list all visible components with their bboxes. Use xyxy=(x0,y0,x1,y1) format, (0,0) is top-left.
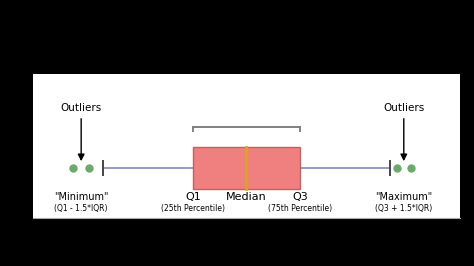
Text: Median: Median xyxy=(226,192,267,202)
Text: Q1: Q1 xyxy=(185,192,201,202)
Text: Outliers: Outliers xyxy=(383,103,424,113)
Text: (25th Percentile): (25th Percentile) xyxy=(161,204,225,213)
Text: (Q3 + 1.5*IQR): (Q3 + 1.5*IQR) xyxy=(375,204,432,213)
Text: (IQR): (IQR) xyxy=(228,57,265,72)
Text: (Q1 - 1.5*IQR): (Q1 - 1.5*IQR) xyxy=(55,204,108,213)
Text: "Minimum": "Minimum" xyxy=(54,192,109,202)
Bar xyxy=(193,147,300,189)
Text: "Maximum": "Maximum" xyxy=(375,192,432,202)
Text: Interquartile Range: Interquartile Range xyxy=(175,42,318,57)
Text: (75th Percentile): (75th Percentile) xyxy=(268,204,332,213)
Text: Q3: Q3 xyxy=(292,192,308,202)
Text: Outliers: Outliers xyxy=(61,103,102,113)
